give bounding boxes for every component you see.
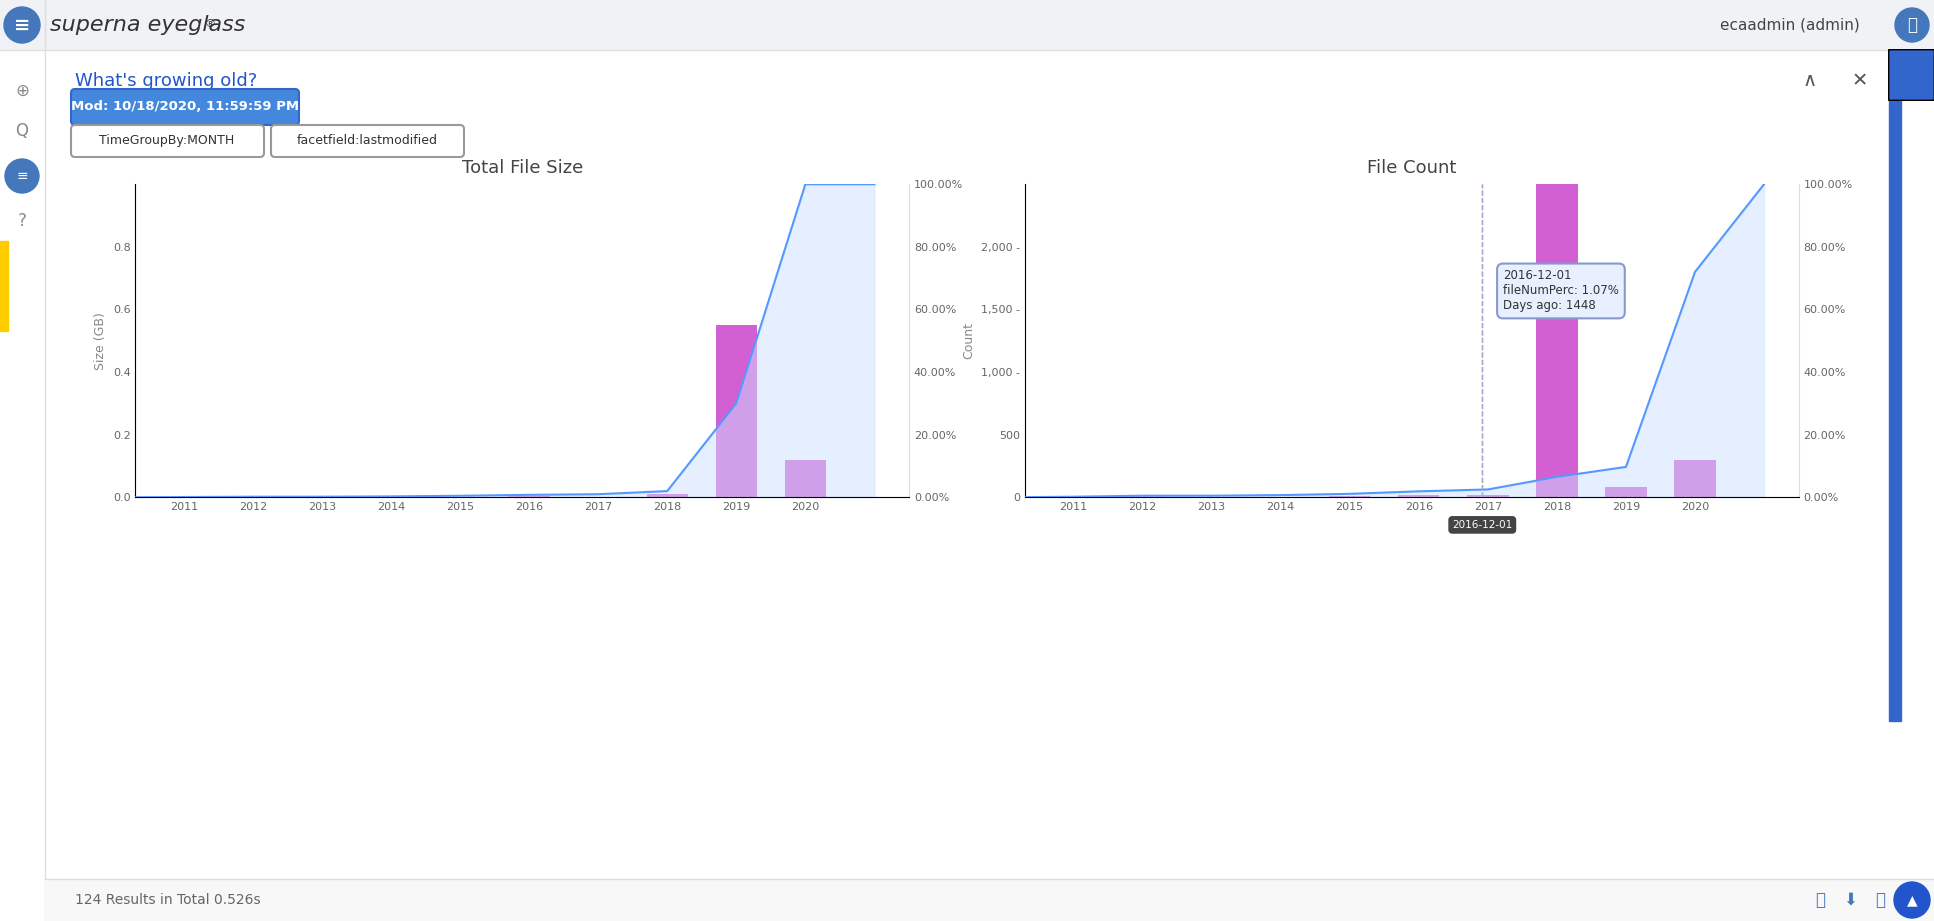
Bar xyxy=(44,879,1934,921)
Text: C: C xyxy=(835,446,845,460)
Circle shape xyxy=(1893,882,1930,918)
Text: ▲: ▲ xyxy=(1907,893,1917,907)
Text: C: C xyxy=(317,446,327,460)
Circle shape xyxy=(4,7,41,43)
Text: 👤: 👤 xyxy=(1907,16,1917,34)
Bar xyxy=(1536,184,1578,497)
Text: +: + xyxy=(337,444,352,462)
Bar xyxy=(0,0,1934,50)
Text: ∧: ∧ xyxy=(1802,72,1818,90)
FancyBboxPatch shape xyxy=(72,125,265,157)
Text: ≡: ≡ xyxy=(15,169,27,183)
Y-axis label: Count: Count xyxy=(963,322,975,359)
FancyBboxPatch shape xyxy=(588,440,658,468)
FancyBboxPatch shape xyxy=(1097,440,1184,468)
Text: TimeGroupBy:MONTH: TimeGroupBy:MONTH xyxy=(99,134,234,147)
FancyBboxPatch shape xyxy=(275,436,369,470)
Bar xyxy=(1675,460,1715,497)
Text: ≡: ≡ xyxy=(14,16,31,34)
Text: ✕: ✕ xyxy=(1853,72,1868,90)
Bar xyxy=(1468,495,1509,497)
FancyBboxPatch shape xyxy=(793,436,888,470)
Circle shape xyxy=(6,159,39,193)
Text: ®: ® xyxy=(205,19,217,29)
Bar xyxy=(509,496,549,497)
Text: 470.2: 470.2 xyxy=(603,448,640,460)
Bar xyxy=(785,460,826,497)
Bar xyxy=(716,325,756,497)
Text: −: − xyxy=(292,444,308,462)
Text: 2016-12-01
fileNumPerc: 1.07%
Days ago: 1448: 2016-12-01 fileNumPerc: 1.07% Days ago: … xyxy=(1503,270,1619,312)
Text: ecaadmin (admin): ecaadmin (admin) xyxy=(1719,17,1861,32)
Y-axis label: Size (GB): Size (GB) xyxy=(95,312,106,369)
Text: 📊: 📊 xyxy=(1814,891,1826,909)
Bar xyxy=(1605,487,1646,497)
Text: facetfield:lastmodified: facetfield:lastmodified xyxy=(296,134,437,147)
FancyBboxPatch shape xyxy=(1890,50,1934,100)
Text: superna eyeglass: superna eyeglass xyxy=(50,15,246,35)
Text: +: + xyxy=(855,444,870,462)
Bar xyxy=(1122,496,1162,497)
Text: 18.84%: 18.84% xyxy=(1116,448,1164,460)
Text: ⬇: ⬇ xyxy=(1843,891,1857,909)
Text: 2016-12-01: 2016-12-01 xyxy=(1452,519,1512,530)
Text: 124 Results in Total 0.526s: 124 Results in Total 0.526s xyxy=(75,893,261,907)
Text: 🔵: 🔵 xyxy=(1905,891,1915,909)
FancyBboxPatch shape xyxy=(72,89,300,125)
Bar xyxy=(646,495,689,497)
Bar xyxy=(0,241,8,331)
Bar xyxy=(1329,496,1371,497)
Text: What's growing old?: What's growing old? xyxy=(75,72,257,90)
Text: Mod: 10/18/2020, 11:59:59 PM: Mod: 10/18/2020, 11:59:59 PM xyxy=(72,100,300,113)
Bar xyxy=(0,50,44,921)
Circle shape xyxy=(1895,8,1928,42)
Title: File Count: File Count xyxy=(1367,159,1456,177)
Bar xyxy=(1398,495,1439,497)
Text: Q: Q xyxy=(15,122,29,140)
Text: ⊕: ⊕ xyxy=(15,82,29,100)
Bar xyxy=(1890,50,1901,721)
Text: ?: ? xyxy=(17,212,27,230)
Title: Total File Size: Total File Size xyxy=(462,159,582,177)
FancyBboxPatch shape xyxy=(271,125,464,157)
Text: 🖨: 🖨 xyxy=(1874,891,1886,909)
Text: −: − xyxy=(810,444,826,462)
